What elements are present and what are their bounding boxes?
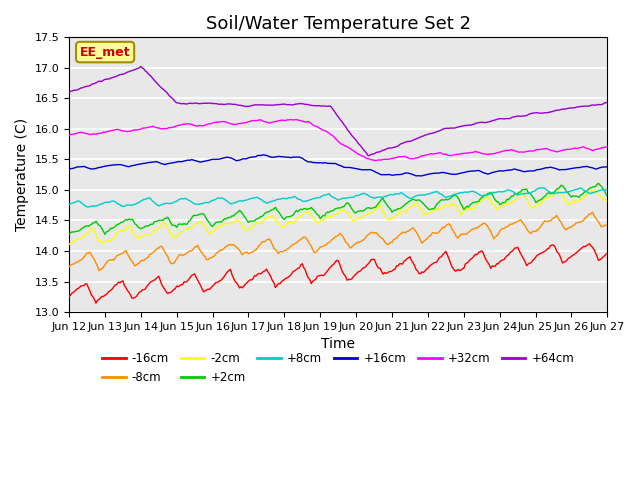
Y-axis label: Temperature (C): Temperature (C) [15,118,29,231]
Legend: -16cm, -8cm, -2cm, +2cm, +8cm, +16cm, +32cm, +64cm: -16cm, -8cm, -2cm, +2cm, +8cm, +16cm, +3… [97,347,579,388]
X-axis label: Time: Time [321,337,355,351]
Text: EE_met: EE_met [80,46,131,59]
Title: Soil/Water Temperature Set 2: Soil/Water Temperature Set 2 [205,15,470,33]
